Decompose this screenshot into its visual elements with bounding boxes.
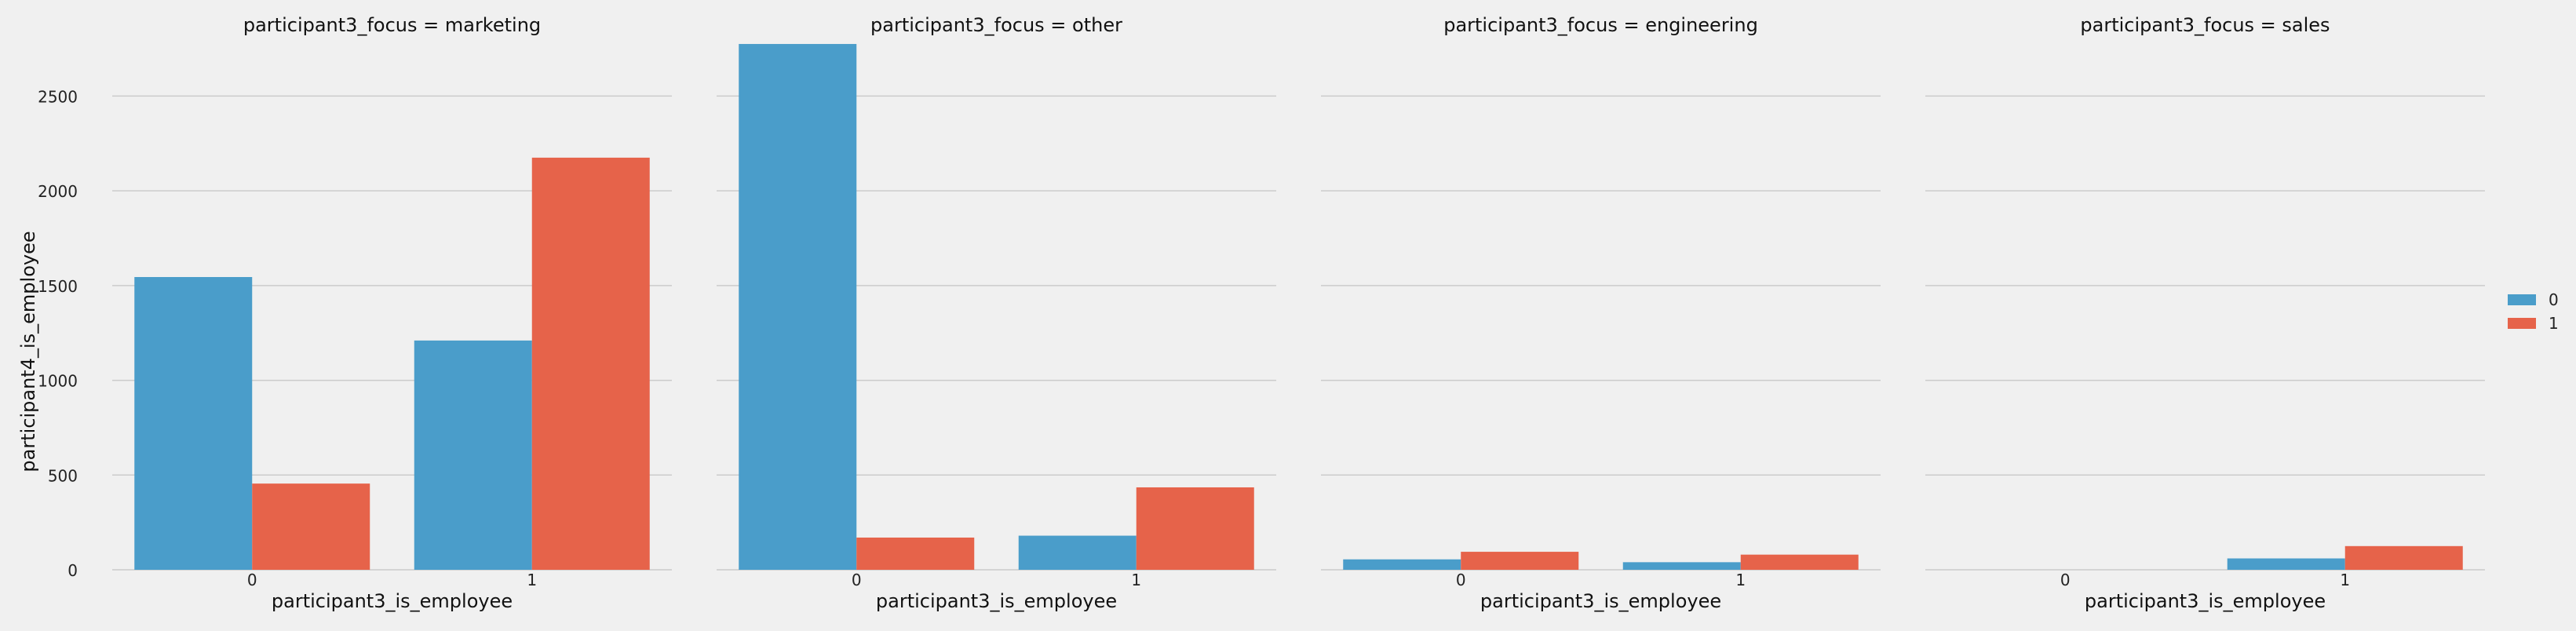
bar-1-hue-0 xyxy=(2227,558,2345,570)
panel-2: participant3_focus = other 0 1 participant3… xyxy=(717,14,1276,612)
bar-1-hue-0 xyxy=(1622,562,1741,570)
x-axis-label: participant3_is_employee xyxy=(876,590,1117,612)
panel-title: participant3_focus = marketing xyxy=(243,14,541,36)
x-tick-label: 1 xyxy=(2340,571,2350,589)
legend: 01 xyxy=(2508,290,2559,333)
x-tick-label: 1 xyxy=(527,571,537,589)
legend-swatch xyxy=(2508,294,2536,305)
bar-0-hue-1 xyxy=(856,537,975,570)
x-tick-label: 0 xyxy=(852,571,862,589)
legend-label: 0 xyxy=(2549,290,2559,309)
panel-1: participant3_focus = marketing 0 500 1000 15… xyxy=(38,14,672,612)
x-axis-label: participant3_is_employee xyxy=(2085,590,2326,612)
panel-title: participant3_focus = other xyxy=(870,14,1122,36)
x-tick-label: 0 xyxy=(2060,571,2071,589)
panel-4: participant3_focus = sales 0 1 participant3… xyxy=(1925,14,2485,612)
x-tick-label: 0 xyxy=(247,571,257,589)
y-tick-label: 1000 xyxy=(38,372,78,391)
y-tick-label: 0 xyxy=(68,561,78,580)
bar-0-hue-0 xyxy=(739,44,857,571)
bar-1-hue-1 xyxy=(531,157,650,571)
bar-0-hue-0 xyxy=(134,276,253,570)
bar-1-hue-0 xyxy=(1018,535,1137,570)
bar-1-hue-0 xyxy=(414,340,532,570)
bar-1-hue-1 xyxy=(2344,545,2463,570)
bar-1-hue-1 xyxy=(1740,554,1859,570)
panel-title: participant3_focus = engineering xyxy=(1443,14,1758,36)
legend-swatch xyxy=(2508,318,2536,329)
x-tick-label: 1 xyxy=(1131,571,1141,589)
y-tick-label: 500 xyxy=(48,466,78,485)
y-tick-label: 2000 xyxy=(38,182,78,201)
y-axis-label: participant4_is_employee xyxy=(17,231,39,472)
bar-0-hue-1 xyxy=(1461,552,1579,570)
legend-label: 1 xyxy=(2549,314,2559,333)
panels-layer: participant3_focus = marketing0500100015… xyxy=(38,14,2485,612)
x-axis-label: participant3_is_employee xyxy=(1480,590,1721,612)
panel-title: participant3_focus = sales xyxy=(2080,14,2330,36)
bar-1-hue-1 xyxy=(1136,487,1254,570)
bar-0-hue-0 xyxy=(1343,559,1461,570)
x-tick-label: 0 xyxy=(1456,571,1466,589)
legend-item-1: 1 xyxy=(2508,314,2559,333)
bar-0-hue-1 xyxy=(252,483,370,570)
y-tick-label: 1500 xyxy=(38,277,78,296)
y-tick-label: 2500 xyxy=(38,87,78,106)
panel-3: participant3_focus = engineering 0 1 partic… xyxy=(1321,14,1881,612)
legend-item-0: 0 xyxy=(2508,290,2559,309)
x-tick-label: 1 xyxy=(1735,571,1746,589)
x-axis-label: participant3_is_employee xyxy=(272,590,513,612)
